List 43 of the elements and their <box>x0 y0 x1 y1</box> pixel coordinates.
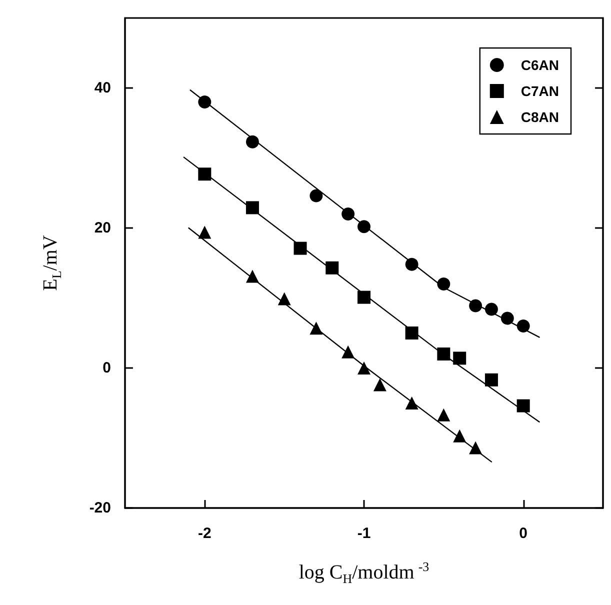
point <box>198 96 212 108</box>
point <box>342 208 355 220</box>
point <box>246 270 259 283</box>
point <box>310 189 323 202</box>
point <box>358 362 370 374</box>
point <box>326 261 339 274</box>
y-tick-label: -20 <box>89 500 111 516</box>
legend-label: C6AN <box>520 57 560 73</box>
point <box>198 226 212 239</box>
y-axis-title: EL/mV <box>40 234 64 291</box>
point <box>484 302 498 316</box>
point <box>453 429 466 442</box>
point <box>437 408 450 422</box>
y-tick-label: 40 <box>94 80 111 96</box>
point <box>469 441 482 454</box>
point <box>342 345 355 358</box>
x-tick-label: 0 <box>519 525 528 542</box>
point <box>246 201 259 214</box>
point <box>405 326 418 340</box>
point <box>278 292 291 306</box>
point <box>484 373 498 386</box>
point <box>310 322 323 335</box>
point <box>469 299 482 312</box>
x-tick-label: -2 <box>198 525 212 542</box>
point <box>405 396 418 410</box>
legend-label: C7AN <box>520 83 560 99</box>
point <box>405 258 418 271</box>
y-tick-label: 20 <box>94 220 111 236</box>
point <box>358 290 370 304</box>
y-tick-label: 0 <box>102 360 111 376</box>
point <box>246 135 259 148</box>
legend-label: C8AN <box>520 109 560 125</box>
point <box>453 352 466 365</box>
point <box>516 399 530 412</box>
point <box>437 348 450 360</box>
point <box>437 278 450 290</box>
point <box>358 220 370 234</box>
point <box>516 320 530 332</box>
point <box>500 312 514 325</box>
point <box>373 378 386 392</box>
x-tick-label: -1 <box>357 525 371 542</box>
point <box>198 168 212 181</box>
point <box>294 242 307 255</box>
